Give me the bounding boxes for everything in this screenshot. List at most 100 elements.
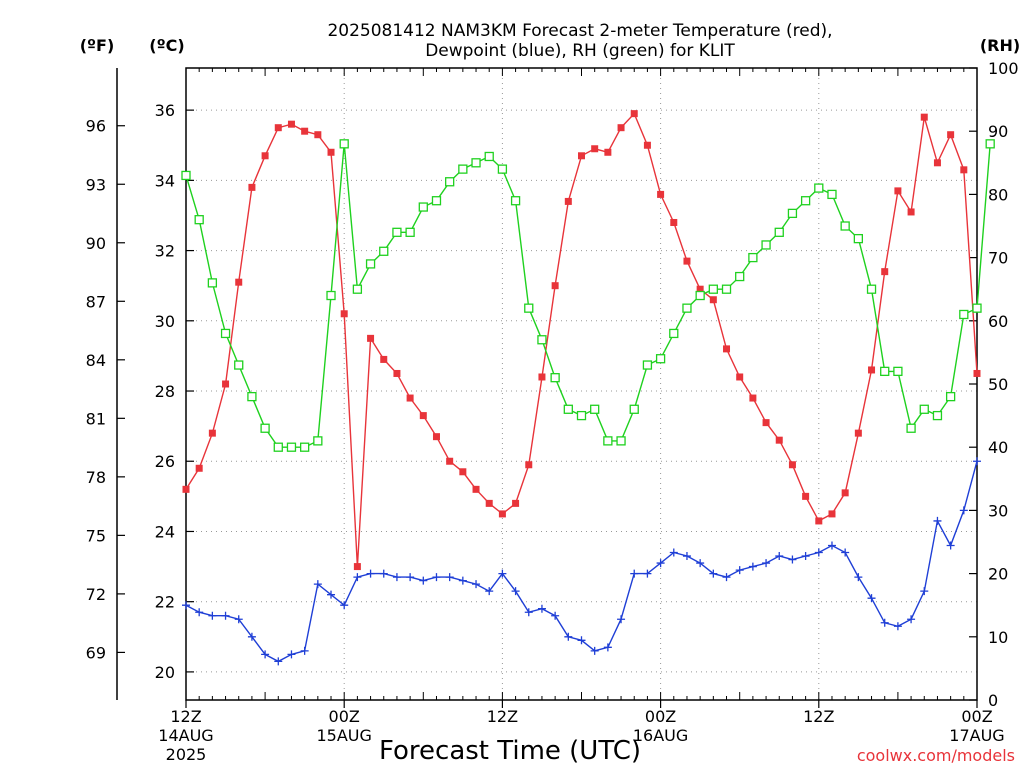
data-point — [365, 259, 376, 269]
data-point — [485, 587, 494, 596]
data-point — [418, 202, 428, 212]
data-point — [313, 580, 322, 589]
x-tick-label: 12Z — [803, 707, 834, 726]
data-point — [446, 457, 454, 465]
data-point — [657, 190, 665, 198]
data-point — [866, 284, 877, 294]
data-point — [208, 611, 217, 620]
rh-tick-label: 10 — [988, 628, 1008, 647]
data-point — [736, 373, 744, 381]
data-point — [853, 233, 863, 244]
series-layer — [181, 110, 995, 666]
data-point — [907, 208, 915, 216]
data-point — [603, 436, 613, 446]
data-point — [314, 131, 322, 139]
data-point — [669, 328, 679, 339]
data-point — [828, 510, 836, 518]
data-point — [340, 601, 349, 610]
data-point — [881, 268, 889, 276]
data-point — [472, 580, 481, 589]
data-point — [207, 278, 218, 288]
data-point — [458, 576, 467, 585]
data-point — [723, 345, 731, 353]
data-point — [300, 646, 309, 655]
data-point — [392, 227, 402, 237]
data-point — [947, 131, 955, 139]
fahrenheit-tick-label: 72 — [86, 585, 106, 604]
rh-tick-label: 0 — [988, 691, 998, 710]
data-point — [261, 650, 270, 659]
data-point — [220, 328, 231, 339]
data-point — [827, 189, 837, 200]
data-point — [775, 436, 783, 444]
data-point — [682, 303, 692, 313]
data-point — [880, 366, 890, 377]
data-point — [235, 278, 243, 286]
data-point — [313, 436, 323, 446]
data-point — [800, 196, 811, 206]
data-point — [286, 442, 297, 452]
data-point — [353, 573, 362, 582]
data-point — [379, 246, 389, 256]
data-point — [221, 611, 230, 620]
data-point — [248, 183, 256, 191]
data-point — [287, 120, 295, 128]
data-point — [762, 559, 771, 568]
data-point — [234, 615, 243, 624]
data-point — [735, 271, 745, 282]
rh-tick-label: 20 — [988, 565, 1008, 584]
data-point — [985, 139, 995, 149]
data-point — [945, 391, 956, 402]
x-tick-label: 2025 — [166, 745, 207, 764]
data-point — [445, 573, 454, 582]
data-point — [814, 183, 824, 193]
data-point — [841, 489, 849, 497]
x-tick-label: 12Z — [170, 707, 201, 726]
data-point — [273, 442, 283, 452]
data-point — [735, 566, 744, 575]
data-point — [617, 124, 625, 132]
data-point — [432, 573, 441, 582]
data-point — [695, 290, 705, 301]
data-point — [604, 148, 612, 156]
data-point — [182, 485, 190, 493]
celsius-axis: 20 22 24 26 28 30 32 34 36 — [155, 101, 194, 682]
data-point — [643, 141, 651, 149]
data-point — [629, 404, 639, 414]
series-dewpoint — [182, 457, 981, 666]
data-point — [788, 461, 796, 469]
data-point — [367, 334, 375, 342]
data-point — [959, 309, 969, 320]
data-point — [591, 145, 599, 153]
celsius-tick-label: 34 — [155, 171, 175, 190]
data-point — [406, 394, 414, 402]
data-point — [893, 366, 903, 377]
data-point — [630, 110, 638, 118]
data-point — [431, 196, 442, 206]
celsius-tick-label: 30 — [155, 312, 175, 331]
data-point — [564, 632, 573, 641]
data-point — [406, 573, 415, 582]
data-point — [630, 569, 639, 578]
data-point — [498, 510, 506, 518]
data-point — [960, 166, 968, 174]
celsius-tick-label: 28 — [155, 382, 175, 401]
data-point — [222, 380, 230, 388]
data-point — [696, 559, 705, 568]
data-point — [524, 608, 533, 617]
celsius-tick-label: 20 — [155, 663, 175, 682]
data-point — [761, 240, 771, 250]
data-point — [181, 170, 191, 181]
rh-axis: 0 10 20 30 40 50 60 70 80 90 100 — [969, 59, 1019, 710]
data-point — [392, 573, 401, 582]
data-point — [326, 290, 336, 301]
data-point — [419, 412, 427, 420]
data-point — [432, 433, 440, 441]
data-point — [458, 164, 468, 174]
data-point — [973, 457, 981, 466]
data-point — [564, 197, 572, 205]
rh-tick-label: 30 — [988, 501, 1008, 520]
fahrenheit-axis-label: (ºF) — [80, 36, 115, 55]
series-line — [185, 112, 978, 567]
data-point — [841, 548, 850, 557]
